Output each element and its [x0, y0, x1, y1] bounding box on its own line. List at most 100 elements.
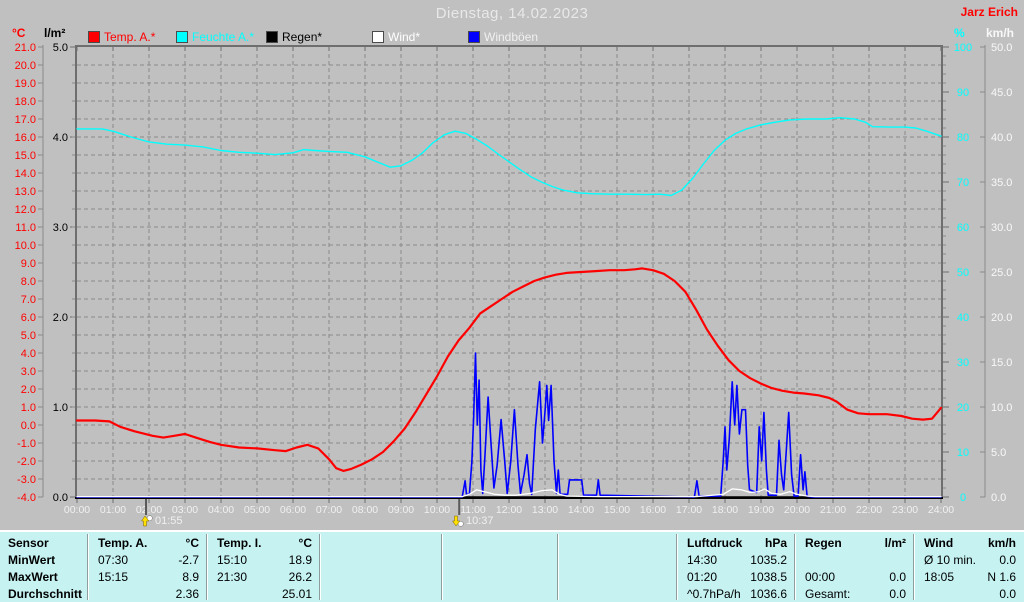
- cell-value: 1038.5: [750, 569, 787, 584]
- table-cell: [558, 585, 677, 602]
- col-unit: l/m²: [884, 535, 906, 550]
- table-column-divider: [676, 534, 678, 600]
- x-axis-label: 00:00: [64, 504, 90, 516]
- temp-axis-label: 1.0: [21, 402, 36, 414]
- weather-chart: 00:00 01:00 02:00 03:00 04:00 05:00 06:00 07:00…: [15, 42, 1013, 516]
- legend-label: Windböen: [484, 30, 539, 44]
- temp-axis-label: 21.0: [15, 42, 36, 54]
- col-name: Luftdruck: [687, 535, 743, 550]
- series-temp_a: [75, 267, 943, 472]
- table-col-empty-3: [442, 532, 558, 602]
- legend-item-4: Wind*: [372, 30, 420, 44]
- col-unit: °C: [185, 535, 199, 550]
- cell-value: 8.9: [182, 569, 199, 584]
- table-col-wind: Wind km/h Ø 10 min. 0.0 18:05 N 1.6 0.0: [914, 532, 1024, 602]
- humidity-axis-label: 40: [957, 312, 969, 324]
- axis-unit-humidity: %: [954, 26, 965, 40]
- x-axis-label: 03:00: [172, 504, 198, 516]
- rain-axis-label: 2.0: [53, 312, 68, 324]
- humidity-axis-label: 10: [957, 447, 969, 459]
- humidity-axis-label: 80: [957, 132, 969, 144]
- cell-time: 21:30: [217, 569, 248, 584]
- humidity-axis-label: 30: [957, 357, 969, 369]
- table-col-empty-2: [320, 532, 442, 602]
- humidity-axis-label: 0: [960, 492, 966, 504]
- temp-axis-label: 6.0: [21, 312, 36, 324]
- table-column-divider: [913, 534, 915, 600]
- x-axis-label: 15:00: [604, 504, 630, 516]
- table-cell: 25.01: [207, 585, 320, 602]
- temp-axis-label: 11.0: [15, 222, 36, 234]
- temp-axis-label: 7.0: [21, 294, 36, 306]
- col-unit: hPa: [764, 535, 787, 550]
- wind-axis-label: 40.0: [991, 132, 1012, 144]
- temp-axis-label: 8.0: [21, 276, 36, 288]
- x-axis-label: 01:00: [100, 504, 126, 516]
- table-cell: [442, 568, 558, 585]
- x-axis-label: 07:00: [316, 504, 342, 516]
- humidity-axis-label: 70: [957, 177, 969, 189]
- rain-axis-label: 1.0: [53, 402, 68, 414]
- temp-axis-label: -2.0: [17, 456, 36, 468]
- table-column-divider: [206, 534, 208, 600]
- table-cell: [558, 551, 677, 568]
- moonrise-time: 01:55: [155, 515, 183, 527]
- table-cell: [320, 568, 442, 585]
- x-axis-label: 12:00: [496, 504, 522, 516]
- cell-value: 25.01: [281, 586, 312, 601]
- temp-axis-label: -1.0: [17, 438, 36, 450]
- stats-table: Sensor MinWert MaxWert Durchschnitt Temp. A.…: [0, 530, 1024, 602]
- x-axis-label: 06:00: [280, 504, 306, 516]
- col-header: Regen l/m²: [795, 534, 914, 551]
- legend: Temp. A.* Feuchte A.* Regen* Wind* Windböen: [0, 30, 1024, 44]
- humidity-axis-label: 100: [954, 42, 972, 54]
- cell-time: 01:20: [687, 569, 718, 584]
- table-cell: 18:05 N 1.6: [914, 568, 1024, 585]
- table-cell: 21:30 26.2: [207, 568, 320, 585]
- x-axis-label: 02:00: [136, 504, 162, 516]
- cell-value: 0.0: [999, 552, 1016, 567]
- x-axis-label: 14:00: [568, 504, 594, 516]
- table-row-labels: Sensor MinWert MaxWert Durchschnitt: [0, 532, 88, 602]
- table-cell: ^0.7hPa/h 1036.6: [677, 585, 795, 602]
- x-axis-label: 13:00: [532, 504, 558, 516]
- cell-value: 0.0: [999, 586, 1016, 601]
- x-axis-label: 24:00: [928, 504, 954, 516]
- col-name: Regen: [805, 535, 842, 550]
- x-axis-label: 16:00: [640, 504, 666, 516]
- cell-value: 1035.2: [750, 552, 787, 567]
- rain-axis-label: 3.0: [53, 222, 68, 234]
- x-axis-label: 11:00: [460, 504, 486, 516]
- cell-value: -2.7: [178, 552, 199, 567]
- cell-value: 2.36: [175, 586, 199, 601]
- temp-axis-label: 5.0: [21, 330, 36, 342]
- table-col-empty-4: [558, 532, 677, 602]
- col-name: Temp. A.: [98, 535, 148, 550]
- temp-axis-label: -4.0: [17, 492, 36, 504]
- cell-value: 26.2: [288, 569, 312, 584]
- legend-label: Regen*: [282, 30, 323, 44]
- temp-axis-label: 13.0: [15, 186, 36, 198]
- col-name: Temp. I.: [217, 535, 262, 550]
- humidity-axis-label: 50: [957, 267, 969, 279]
- axis-unit-temp: °C: [12, 26, 26, 40]
- table-col-temp-i-: Temp. I. °C 15:10 18.9 21:30 26.2 25.01: [207, 532, 320, 602]
- wind-axis-label: 50.0: [991, 42, 1012, 54]
- table-cell: [320, 585, 442, 602]
- legend-label: Feuchte A.*: [192, 30, 255, 44]
- cell-time: Ø 10 min.: [924, 552, 977, 567]
- x-axis-label: 20:00: [784, 504, 810, 516]
- temp-axis-label: 15.0: [15, 150, 36, 162]
- table-cell: 2.36: [88, 585, 207, 602]
- cell-value: 18.9: [288, 552, 312, 567]
- rain-axis-label: 0.0: [53, 492, 68, 504]
- rain-axis-label: 5.0: [53, 42, 68, 54]
- temp-axis-label: 3.0: [21, 366, 36, 378]
- x-axis-label: 10:00: [424, 504, 450, 516]
- col-header: Wind km/h: [914, 534, 1024, 551]
- wind-axis-label: 25.0: [991, 267, 1012, 279]
- axis-unit-wind: km/h: [986, 26, 1015, 40]
- temp-axis-label: 2.0: [21, 384, 36, 396]
- wind-axis-label: 30.0: [991, 222, 1012, 234]
- wind-axis-label: 10.0: [991, 402, 1012, 414]
